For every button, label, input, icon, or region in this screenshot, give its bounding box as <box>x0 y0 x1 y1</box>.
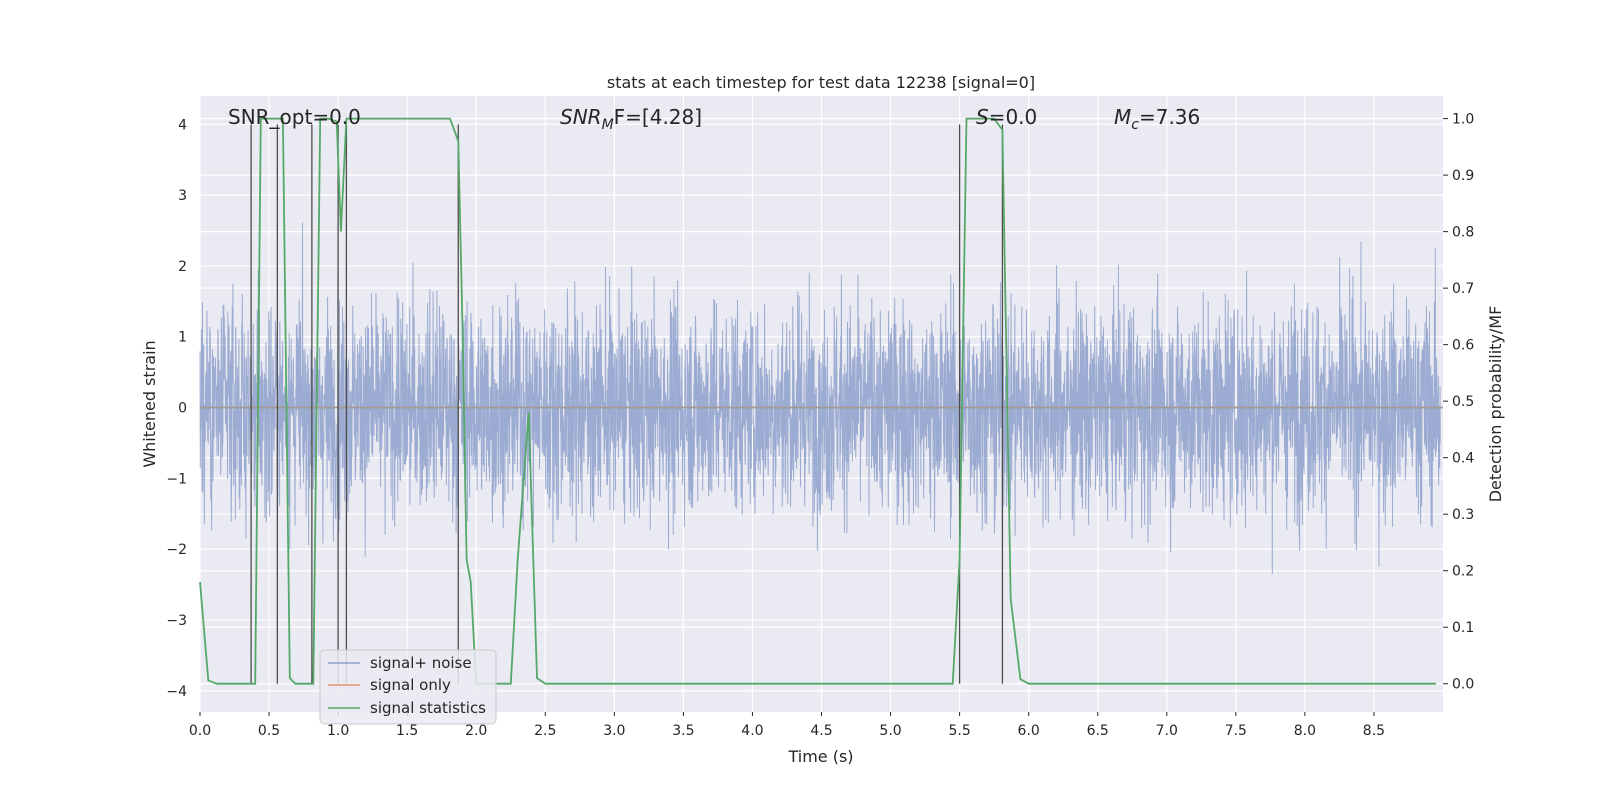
x-tick-label-1: 0.5 <box>258 723 280 739</box>
x-tick-label-4: 2.0 <box>465 723 487 739</box>
annotation-snr-mf-rest: F=[4.28] <box>614 105 702 129</box>
y-left-axis-ticks: −4 −3 −2 −1 0 1 2 3 4 <box>166 117 187 699</box>
y-left-tick-label-2: −2 <box>166 542 187 558</box>
annotation-snr-mf-sub: M <box>602 117 614 133</box>
legend-label-signal-only: signal only <box>370 676 451 694</box>
y-right-tick-label-0: 0.0 <box>1452 677 1474 693</box>
annotation-s-value: =0.0 <box>989 105 1038 129</box>
annotation-s: S=0.0 <box>976 105 1037 129</box>
x-axis-ticks: 0.0 0.5 1.0 1.5 2.0 2.5 3.0 3.5 4.0 4.5 5.0 5.5 6.0 6… <box>189 712 1385 739</box>
x-tick-label-5: 2.5 <box>534 723 556 739</box>
y-right-tick-label-10: 1.0 <box>1452 112 1474 128</box>
x-tick-label-9: 4.5 <box>810 723 832 739</box>
y-right-tick-label-7: 0.7 <box>1452 281 1474 297</box>
x-tick-label-11: 5.5 <box>948 723 970 739</box>
x-tick-label-12: 6.0 <box>1018 723 1040 739</box>
y-right-tick-label-3: 0.3 <box>1452 507 1474 523</box>
x-tick-label-6: 3.0 <box>603 723 625 739</box>
x-tick-label-10: 5.0 <box>879 723 901 739</box>
annotation-snr-mf-symbol: SNR <box>560 105 602 129</box>
annotation-mc-symbol: M <box>1114 105 1131 129</box>
y-right-tick-label-1: 0.1 <box>1452 620 1474 636</box>
y-right-axis-ticks: 0.0 0.1 0.2 0.3 0.4 0.5 0.6 0.7 0.8 0.9 1.0 <box>1443 112 1474 693</box>
series-signal-noise <box>199 222 1441 575</box>
x-axis-label: Time (s) <box>787 747 853 766</box>
x-tick-label-2: 1.0 <box>327 723 349 739</box>
signal-noise-line <box>199 222 1441 575</box>
y-right-tick-label-6: 0.6 <box>1452 338 1474 354</box>
y-left-tick-label-1: −3 <box>166 613 187 629</box>
x-tick-label-17: 8.5 <box>1363 723 1385 739</box>
legend-box <box>319 649 497 725</box>
y-left-tick-label-8: 4 <box>178 117 187 133</box>
y-left-tick-label-3: −1 <box>166 471 187 487</box>
annotation-snr-opt: SNR_opt=0.0 <box>228 105 361 129</box>
y-left-tick-label-6: 2 <box>178 259 187 275</box>
x-tick-label-3: 1.5 <box>396 723 418 739</box>
legend: signal+ noise signal only signal statist… <box>319 649 497 725</box>
annotation-mc-sub: c <box>1131 117 1139 133</box>
annotation-snr-mf: SNRMF=[4.28] <box>560 105 702 133</box>
x-tick-label-0: 0.0 <box>189 723 211 739</box>
x-tick-label-13: 6.5 <box>1087 723 1109 739</box>
legend-label-signal-statistics: signal statistics <box>370 699 486 717</box>
chart-title: stats at each timestep for test data 122… <box>607 73 1035 92</box>
y-left-tick-label-5: 1 <box>178 330 187 346</box>
y-right-tick-label-8: 0.8 <box>1452 225 1474 241</box>
annotation-s-symbol: S <box>976 105 989 129</box>
x-tick-label-8: 4.0 <box>741 723 763 739</box>
x-tick-label-15: 7.5 <box>1225 723 1247 739</box>
annotation-mc: Mc=7.36 <box>1114 105 1200 133</box>
vertical-marker-lines <box>250 124 1004 684</box>
y-right-axis-label: Detection probability/MF <box>1486 306 1505 503</box>
y-right-tick-label-5: 0.5 <box>1452 394 1474 410</box>
y-right-tick-label-9: 0.9 <box>1452 168 1474 184</box>
y-left-axis-label: Whitened strain <box>140 340 159 467</box>
legend-label-signal-noise: signal+ noise <box>370 654 472 672</box>
y-left-tick-label-0: −4 <box>166 684 187 700</box>
y-right-tick-label-2: 0.2 <box>1452 564 1474 580</box>
y-left-tick-label-7: 3 <box>178 188 187 204</box>
x-tick-label-14: 7.0 <box>1156 723 1178 739</box>
x-tick-label-7: 3.5 <box>672 723 694 739</box>
y-left-tick-label-4: 0 <box>178 401 187 417</box>
x-tick-label-16: 8.0 <box>1294 723 1316 739</box>
annotation-mc-value: =7.36 <box>1139 105 1200 129</box>
y-right-tick-label-4: 0.4 <box>1452 451 1474 467</box>
